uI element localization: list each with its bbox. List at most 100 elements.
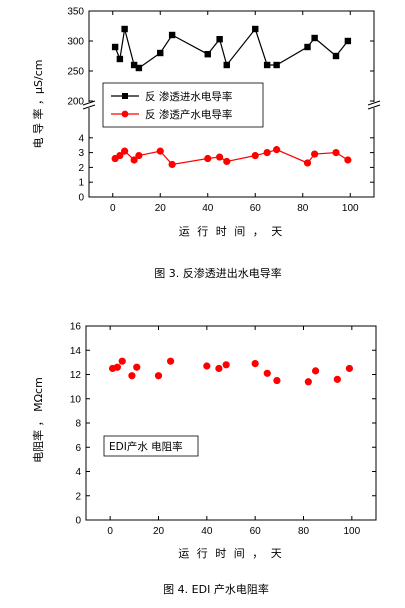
data-point-square (204, 51, 211, 58)
data-point-square (252, 25, 259, 33)
x-tick-label: 100 (343, 526, 360, 537)
data-point-circle (345, 364, 354, 373)
data-point-circle (273, 376, 281, 385)
y-axis-label: 电阻率 ， MΩcm (31, 377, 45, 463)
legend-label: 反 渗透产水电导率 (145, 108, 232, 121)
data-point-circle (263, 149, 271, 157)
y-tick-label: 0 (75, 516, 81, 527)
data-point-circle (223, 157, 231, 166)
y-tick-label: 300 (67, 37, 84, 48)
data-point-circle (130, 156, 138, 164)
data-point-square (130, 61, 138, 69)
y-axis-label: 电 导 率 ，μS/cm (31, 60, 45, 149)
data-point-circle (113, 363, 122, 371)
legend-marker-square (122, 93, 128, 99)
data-point-circle (128, 372, 136, 380)
y-tick-label: 250 (67, 67, 84, 78)
y-tick-label: 350 (67, 7, 84, 18)
data-point-circle (116, 151, 124, 160)
y-tick-label: 4 (75, 467, 81, 478)
x-axis-label: 运 行 时 间 ， 天 (178, 547, 283, 560)
data-point-square (223, 61, 230, 69)
data-point-circle (168, 160, 176, 169)
y-tick-label: 8 (75, 419, 81, 430)
data-point-square (116, 55, 124, 63)
data-point-circle (263, 369, 271, 377)
data-point-square (332, 52, 340, 60)
y-tick-label: 6 (75, 443, 81, 454)
y-tick-label: 3 (78, 148, 84, 159)
legend-label: EDI产水 电阻率 (109, 440, 183, 453)
data-point-square (168, 31, 176, 39)
data-point-circle (251, 151, 259, 160)
y-tick-label: 2 (75, 491, 81, 502)
x-tick-label: 80 (298, 526, 310, 537)
x-tick-label: 100 (342, 203, 359, 214)
data-point-circle (156, 147, 164, 155)
data-point-circle (121, 147, 129, 155)
data-point-circle (311, 150, 319, 158)
x-tick-label: 20 (153, 526, 165, 537)
y-tick-label: 10 (70, 394, 82, 405)
x-tick-label: 20 (155, 203, 167, 214)
axis-break-mark (82, 104, 96, 110)
y-tick-label: 200 (67, 97, 84, 108)
y-tick-label: 12 (70, 370, 82, 381)
data-point-circle (222, 361, 230, 369)
legend-box (103, 435, 199, 457)
x-tick-label: 40 (201, 526, 213, 537)
data-point-circle (166, 357, 175, 365)
axis-break-mark (82, 100, 96, 106)
data-point-circle (304, 378, 312, 386)
data-point-circle (303, 159, 312, 167)
data-point-circle (135, 151, 143, 160)
y-tick-label: 1 (78, 178, 84, 189)
y-tick-label: 4 (78, 133, 84, 144)
data-point-circle (133, 363, 141, 371)
data-point-circle (203, 362, 211, 370)
data-point-circle (118, 357, 126, 365)
plot-frame (85, 325, 377, 521)
data-point-circle (215, 364, 223, 373)
x-tick-label: 0 (107, 526, 113, 537)
data-point-circle (154, 372, 163, 380)
y-tick-label: 14 (70, 346, 82, 357)
x-tick-label: 0 (110, 203, 116, 214)
data-point-square (311, 34, 318, 42)
x-tick-label: 60 (250, 203, 262, 214)
data-point-square (121, 25, 128, 33)
data-point-square (157, 49, 164, 57)
axis-break-mark (367, 104, 381, 110)
data-point-circle (311, 367, 320, 375)
data-point-circle (216, 153, 224, 161)
figure-caption: 图 3. 反渗透进出水电导率 (154, 266, 282, 280)
data-point-square (304, 43, 311, 51)
data-point-circle (204, 154, 212, 163)
axis-break-mark (367, 100, 381, 106)
legend-label: 反 渗透进水电导率 (145, 90, 232, 103)
figure-caption: 图 4. EDI 产水电阻率 (163, 582, 269, 596)
legend-box (102, 82, 264, 128)
data-point-square (135, 64, 143, 72)
data-point-square (111, 43, 119, 51)
data-point-square (273, 61, 280, 69)
data-point-circle (273, 146, 281, 154)
y-tick-label: 2 (78, 163, 84, 174)
data-point-square (344, 37, 352, 45)
y-tick-label: 16 (70, 322, 82, 333)
x-tick-label: 60 (250, 526, 262, 537)
x-axis-label: 运 行 时 间 ， 天 (179, 225, 284, 238)
data-point-circle (332, 149, 340, 157)
data-point-circle (333, 375, 341, 383)
y-tick-label: 0 (78, 193, 84, 204)
data-point-square (263, 61, 271, 69)
x-tick-label: 40 (202, 203, 214, 214)
data-point-circle (251, 359, 259, 368)
x-tick-label: 80 (297, 203, 309, 214)
data-point-circle (344, 156, 352, 164)
legend-marker-circle (121, 110, 129, 118)
data-point-square (216, 36, 223, 43)
chart-resistivity: 0 2 4 6 8 10 12 14 16 0 20 40 60 80 100 运 行 时 间 ， 天 电阻率 … (31, 322, 377, 596)
